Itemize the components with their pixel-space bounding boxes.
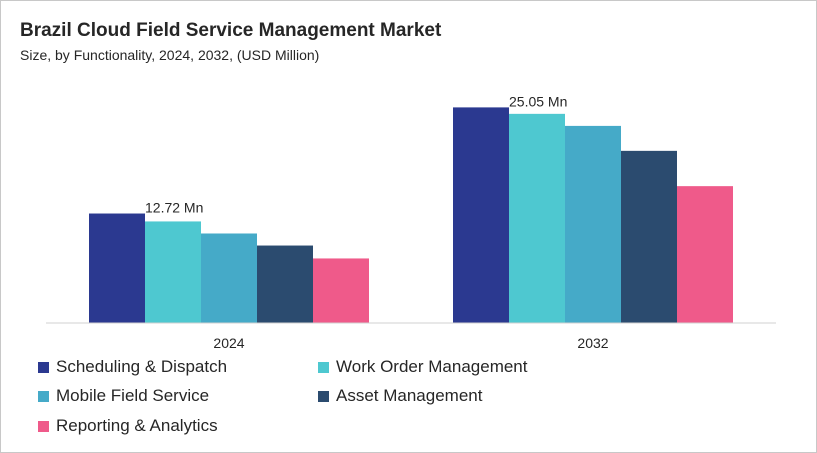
legend-item-reporting-analytics: Reporting & Analytics [38,416,218,436]
legend-item-mobile-field-service: Mobile Field Service [38,386,209,406]
bar-2024-reporting-analytics [313,258,369,323]
chart-subtitle: Size, by Functionality, 2024, 2032, (USD… [20,47,320,63]
bar-2024-work-order-management [145,221,201,323]
legend-item-work-order-management: Work Order Management [318,357,527,377]
bar-2032-reporting-analytics [677,186,733,323]
legend-swatch [38,361,49,373]
legend-label: Work Order Management [336,357,528,376]
legend-swatch [318,390,329,402]
legend-item-scheduling-dispatch: Scheduling & Dispatch [38,357,227,377]
x-tick-label-2024: 2024 [213,335,244,351]
data-label-2024: 12.72 Mn [145,200,203,216]
legend-item-asset-management: Asset Management [318,386,482,406]
bar-2024-scheduling-dispatch [89,213,145,323]
bar-2032-mobile-field-service [565,125,621,324]
bar-2024-asset-management [257,245,313,323]
bar-2032-scheduling-dispatch [453,107,509,323]
legend-label: Asset Management [336,386,483,405]
legend-swatch [318,361,329,373]
chart-title: Brazil Cloud Field Service Management Ma… [20,20,442,41]
bar-2032-asset-management [621,150,677,323]
legend-swatch [38,420,49,432]
legend-label: Mobile Field Service [56,386,210,405]
legend-label: Scheduling & Dispatch [56,357,228,376]
data-label-2032: 25.05 Mn [509,93,567,109]
bar-2024-mobile-field-service [201,233,257,323]
x-tick-label-2032: 2032 [577,335,608,351]
legend-label: Reporting & Analytics [56,416,218,435]
legend-swatch [38,390,49,402]
bar-2032-work-order-management [509,113,565,323]
